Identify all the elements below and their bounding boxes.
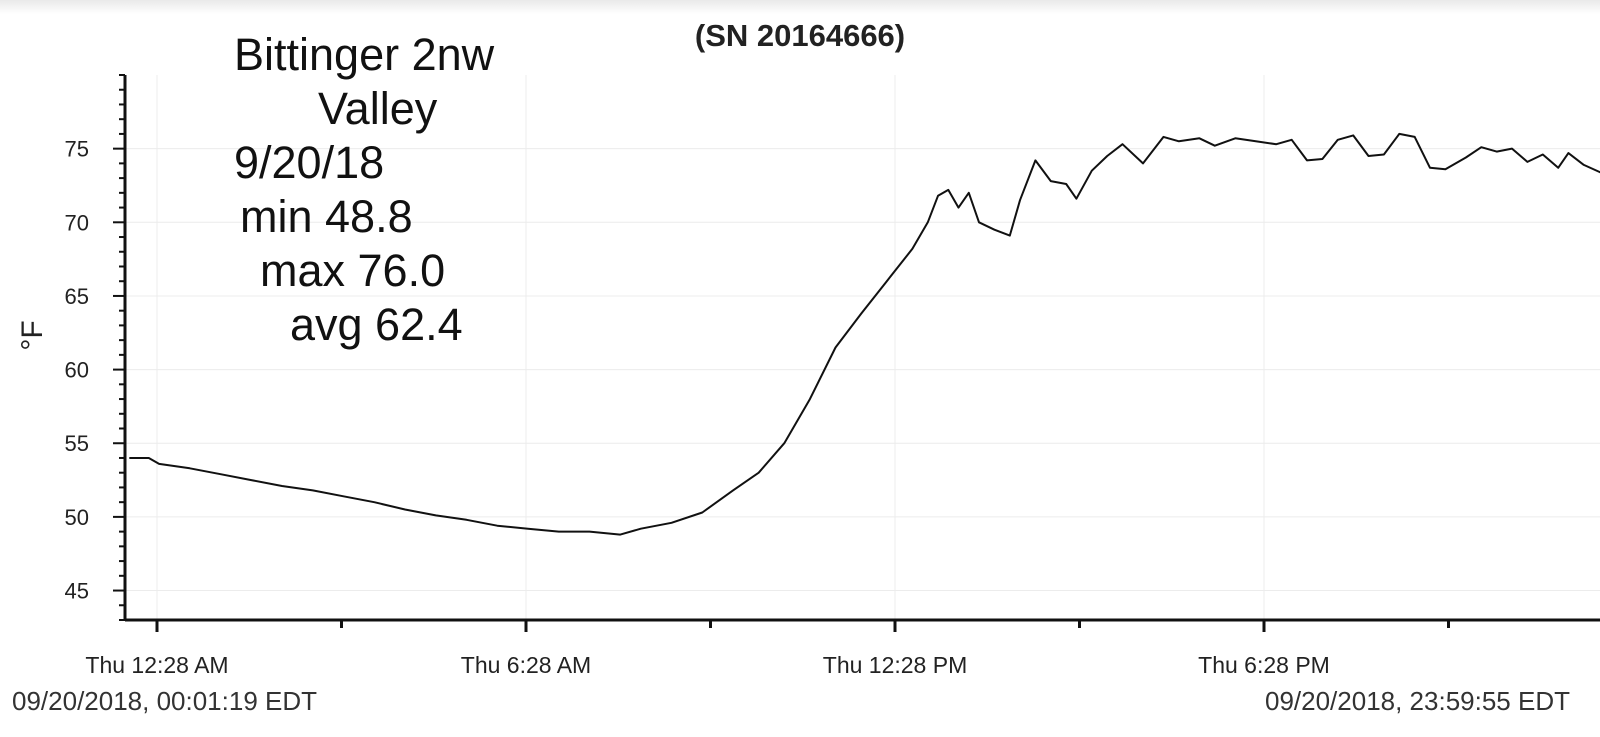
end-timestamp: 09/20/2018, 23:59:55 EDT: [1264, 686, 1570, 716]
y-tick-label-75: 75: [65, 137, 89, 162]
station-name-line2: Valley: [318, 83, 438, 134]
y-tick-label-45: 45: [65, 579, 89, 604]
avg-note: avg 62.4: [290, 299, 463, 350]
x-tick-label-1228: Thu 12:28 PM: [823, 652, 967, 678]
start-timestamp: 09/20/2018, 00:01:19 EDT: [12, 686, 318, 716]
temperature-series-line: [129, 132, 1600, 536]
y-tick-label-70: 70: [65, 210, 89, 235]
station-name-line1: Bittinger 2nw: [234, 29, 495, 80]
top-shadow-bar: [0, 0, 1600, 14]
y-tick-label-50: 50: [65, 505, 89, 530]
max-note: max 76.0: [260, 245, 446, 296]
y-axis-title: °F: [16, 320, 49, 350]
x-tick-label-0028: Thu 12:28 AM: [85, 652, 228, 678]
y-tick-label-65: 65: [65, 284, 89, 309]
x-tick-label-1828: Thu 6:28 PM: [1198, 652, 1330, 678]
min-note: min 48.8: [240, 191, 413, 242]
chart-title: (SN 20164666): [694, 18, 906, 53]
x-tick-label-0628: Thu 6:28 AM: [461, 652, 591, 678]
y-tick-label-60: 60: [65, 358, 89, 383]
y-tick-label-55: 55: [65, 431, 89, 456]
date-note: 9/20/18: [234, 137, 385, 188]
